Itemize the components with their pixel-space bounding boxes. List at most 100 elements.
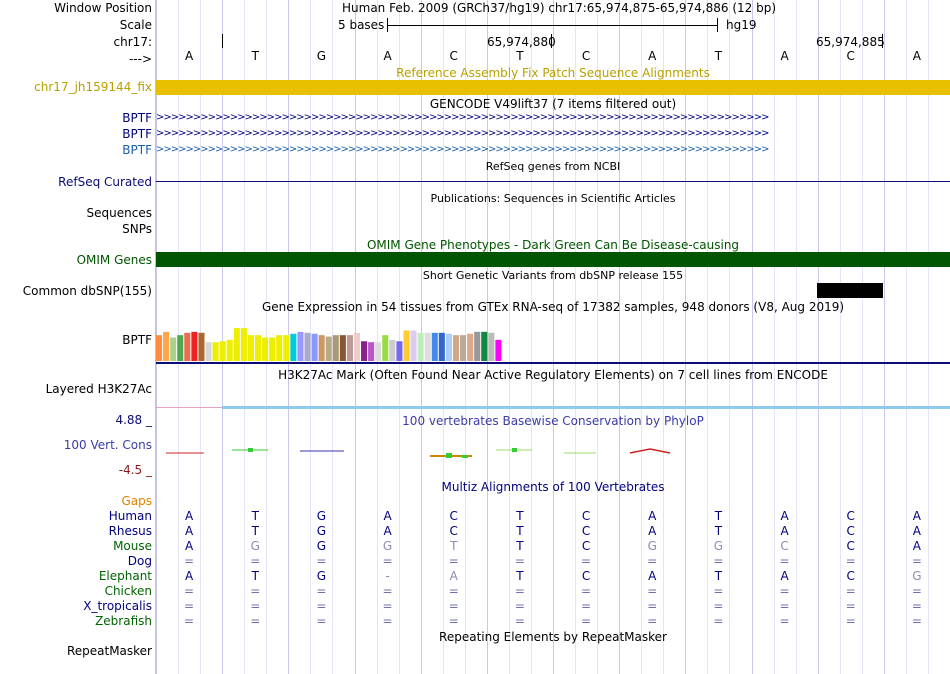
arrow-label: --->	[128, 52, 152, 66]
multiz-species-label[interactable]: X_tropicalis	[83, 599, 152, 613]
multiz-base: C	[581, 509, 591, 523]
gtex-tissue-bar[interactable]	[410, 330, 417, 361]
gtex-tissue-bar[interactable]	[375, 342, 382, 361]
gtex-tissue-bar[interactable]	[198, 332, 205, 361]
gtex-tissue-bar[interactable]	[226, 339, 233, 361]
gtex-tissue-bar[interactable]	[403, 330, 410, 361]
refseq-line[interactable]	[156, 181, 950, 182]
omim-feature[interactable]	[156, 252, 950, 267]
dbsnp-variant[interactable]	[817, 283, 883, 298]
multiz-species-label[interactable]: Chicken	[104, 584, 152, 598]
gtex-tissue-bar[interactable]	[297, 331, 304, 361]
gtex-tissue-bar[interactable]	[325, 336, 332, 361]
multiz-species-label[interactable]: Elephant	[98, 569, 152, 583]
phylop-title: 100 vertebrates Basewise Conservation by…	[402, 414, 704, 428]
gtex-tissue-bar[interactable]	[205, 342, 212, 361]
gtex-tissue-bar[interactable]	[474, 331, 481, 361]
h3k27ac-signal-low[interactable]	[156, 407, 222, 408]
gtex-tissue-bar[interactable]	[254, 335, 262, 361]
gtex-tissue-bar[interactable]	[212, 342, 219, 361]
gtex-tissue-bar[interactable]	[184, 332, 191, 361]
gtex-tissue-bar[interactable]	[438, 332, 445, 361]
gencode-transcript-1[interactable]: >>>>>>>>>>>>>>>>>>>>>>>>>>>>>>>>>>>>>>>>…	[156, 112, 769, 123]
gtex-tissue-bar[interactable]	[332, 335, 339, 361]
gtex-tissue-bar[interactable]	[290, 333, 297, 361]
gtex-tissue-bar[interactable]	[417, 332, 424, 361]
base-letter: C	[846, 49, 855, 63]
gencode-label-1[interactable]: BPTF	[122, 111, 152, 125]
gaps-label[interactable]: Gaps	[121, 494, 152, 508]
multiz-base: -	[385, 569, 390, 583]
gtex-tissue-bar[interactable]	[495, 339, 502, 361]
gtex-tissue-bar[interactable]	[191, 331, 198, 361]
multiz-species-label[interactable]: Mouse	[113, 539, 152, 553]
gencode-label-2[interactable]: BPTF	[122, 127, 152, 141]
gtex-tissue-bar[interactable]	[488, 332, 495, 361]
gtex-tissue-bar[interactable]	[339, 335, 346, 361]
gtex-tissue-bar[interactable]	[353, 332, 361, 361]
gtex-tissue-bar[interactable]	[262, 337, 269, 362]
gtex-tissue-bar[interactable]	[304, 332, 311, 361]
gtex-tissue-bar[interactable]	[283, 335, 290, 361]
gtex-tissue-bar[interactable]	[460, 335, 467, 361]
h3k27ac-label[interactable]: Layered H3K27Ac	[45, 382, 152, 396]
gtex-tissue-bar[interactable]	[431, 332, 438, 361]
gtex-tissue-bar[interactable]	[467, 333, 474, 361]
snps-label[interactable]: SNPs	[122, 222, 152, 236]
multiz-species-label[interactable]: Dog	[127, 554, 152, 568]
gtex-tissue-bar[interactable]	[368, 342, 375, 361]
gtex-baseline	[156, 362, 950, 364]
gtex-tissue-bar[interactable]	[269, 337, 276, 362]
gtex-tissue-bar[interactable]	[233, 328, 240, 361]
multiz-base: T	[251, 569, 259, 583]
multiz-base: C	[846, 524, 855, 538]
gtex-tissue-bar[interactable]	[389, 339, 396, 361]
gtex-tissue-bar[interactable]	[219, 341, 226, 361]
gtex-tissue-bar[interactable]	[481, 331, 488, 361]
multiz-base: =	[713, 599, 724, 613]
gtex-tissue-bar[interactable]	[240, 328, 247, 361]
gtex-tissue-bar[interactable]	[276, 335, 283, 361]
fix-patch-label[interactable]: chr17_jh159144_fix	[34, 80, 152, 94]
gtex-tissue-bar[interactable]	[311, 333, 318, 361]
gtex-tissue-bar[interactable]	[247, 335, 254, 361]
gencode-transcript-3[interactable]: >>>>>>>>>>>>>>>>>>>>>>>>>>>>>>>>>>>>>>>>…	[156, 144, 769, 155]
omim-title: OMIM Gene Phenotypes - Dark Green Can Be…	[366, 238, 740, 252]
dbsnp-title: Short Genetic Variants from dbSNP releas…	[422, 269, 684, 282]
gtex-tissue-bar[interactable]	[163, 331, 170, 361]
gtex-title: Gene Expression in 54 tissues from GTEx …	[261, 300, 845, 314]
gtex-tissue-bar[interactable]	[445, 333, 452, 361]
multiz-base: T	[516, 569, 524, 583]
gtex-tissue-bar[interactable]	[452, 335, 460, 361]
publications-label[interactable]: Sequences	[86, 206, 152, 220]
refseq-label[interactable]: RefSeq Curated	[58, 175, 152, 189]
gtex-tissue-bar[interactable]	[382, 335, 389, 361]
gtex-tissue-bar[interactable]	[156, 335, 163, 361]
gtex-tissue-bar[interactable]	[318, 335, 325, 361]
h3k27ac-signal[interactable]	[222, 406, 950, 409]
multiz-species-label[interactable]: Human	[108, 509, 152, 523]
phylop-plot[interactable]	[156, 442, 950, 462]
refseq-title: RefSeq genes from NCBI	[485, 160, 621, 173]
omim-label[interactable]: OMIM Genes	[76, 253, 152, 267]
gencode-label-3[interactable]: BPTF	[122, 143, 152, 157]
gtex-tissue-bar[interactable]	[177, 335, 184, 361]
phylop-label[interactable]: 100 Vert. Cons	[63, 438, 152, 452]
gtex-tissue-bar[interactable]	[170, 337, 177, 362]
gtex-tissue-bar[interactable]	[346, 335, 353, 361]
multiz-base: =	[250, 599, 261, 613]
multiz-base: =	[647, 599, 658, 613]
gtex-tissue-bar[interactable]	[424, 332, 431, 361]
gtex-label[interactable]: BPTF	[122, 333, 152, 347]
gtex-tissue-bar[interactable]	[361, 341, 368, 361]
multiz-species-label[interactable]: Rhesus	[108, 524, 152, 538]
repeatmasker-label[interactable]: RepeatMasker	[66, 644, 152, 658]
multiz-base: =	[581, 599, 592, 613]
multiz-base: C	[581, 524, 591, 538]
gtex-bargraph[interactable]	[156, 314, 536, 361]
dbsnp-label[interactable]: Common dbSNP(155)	[22, 284, 152, 298]
gtex-tissue-bar[interactable]	[396, 341, 403, 361]
gencode-transcript-2[interactable]: >>>>>>>>>>>>>>>>>>>>>>>>>>>>>>>>>>>>>>>>…	[156, 128, 769, 139]
fix-patch-feature[interactable]	[156, 80, 950, 95]
multiz-species-label[interactable]: Zebrafish	[95, 614, 152, 628]
